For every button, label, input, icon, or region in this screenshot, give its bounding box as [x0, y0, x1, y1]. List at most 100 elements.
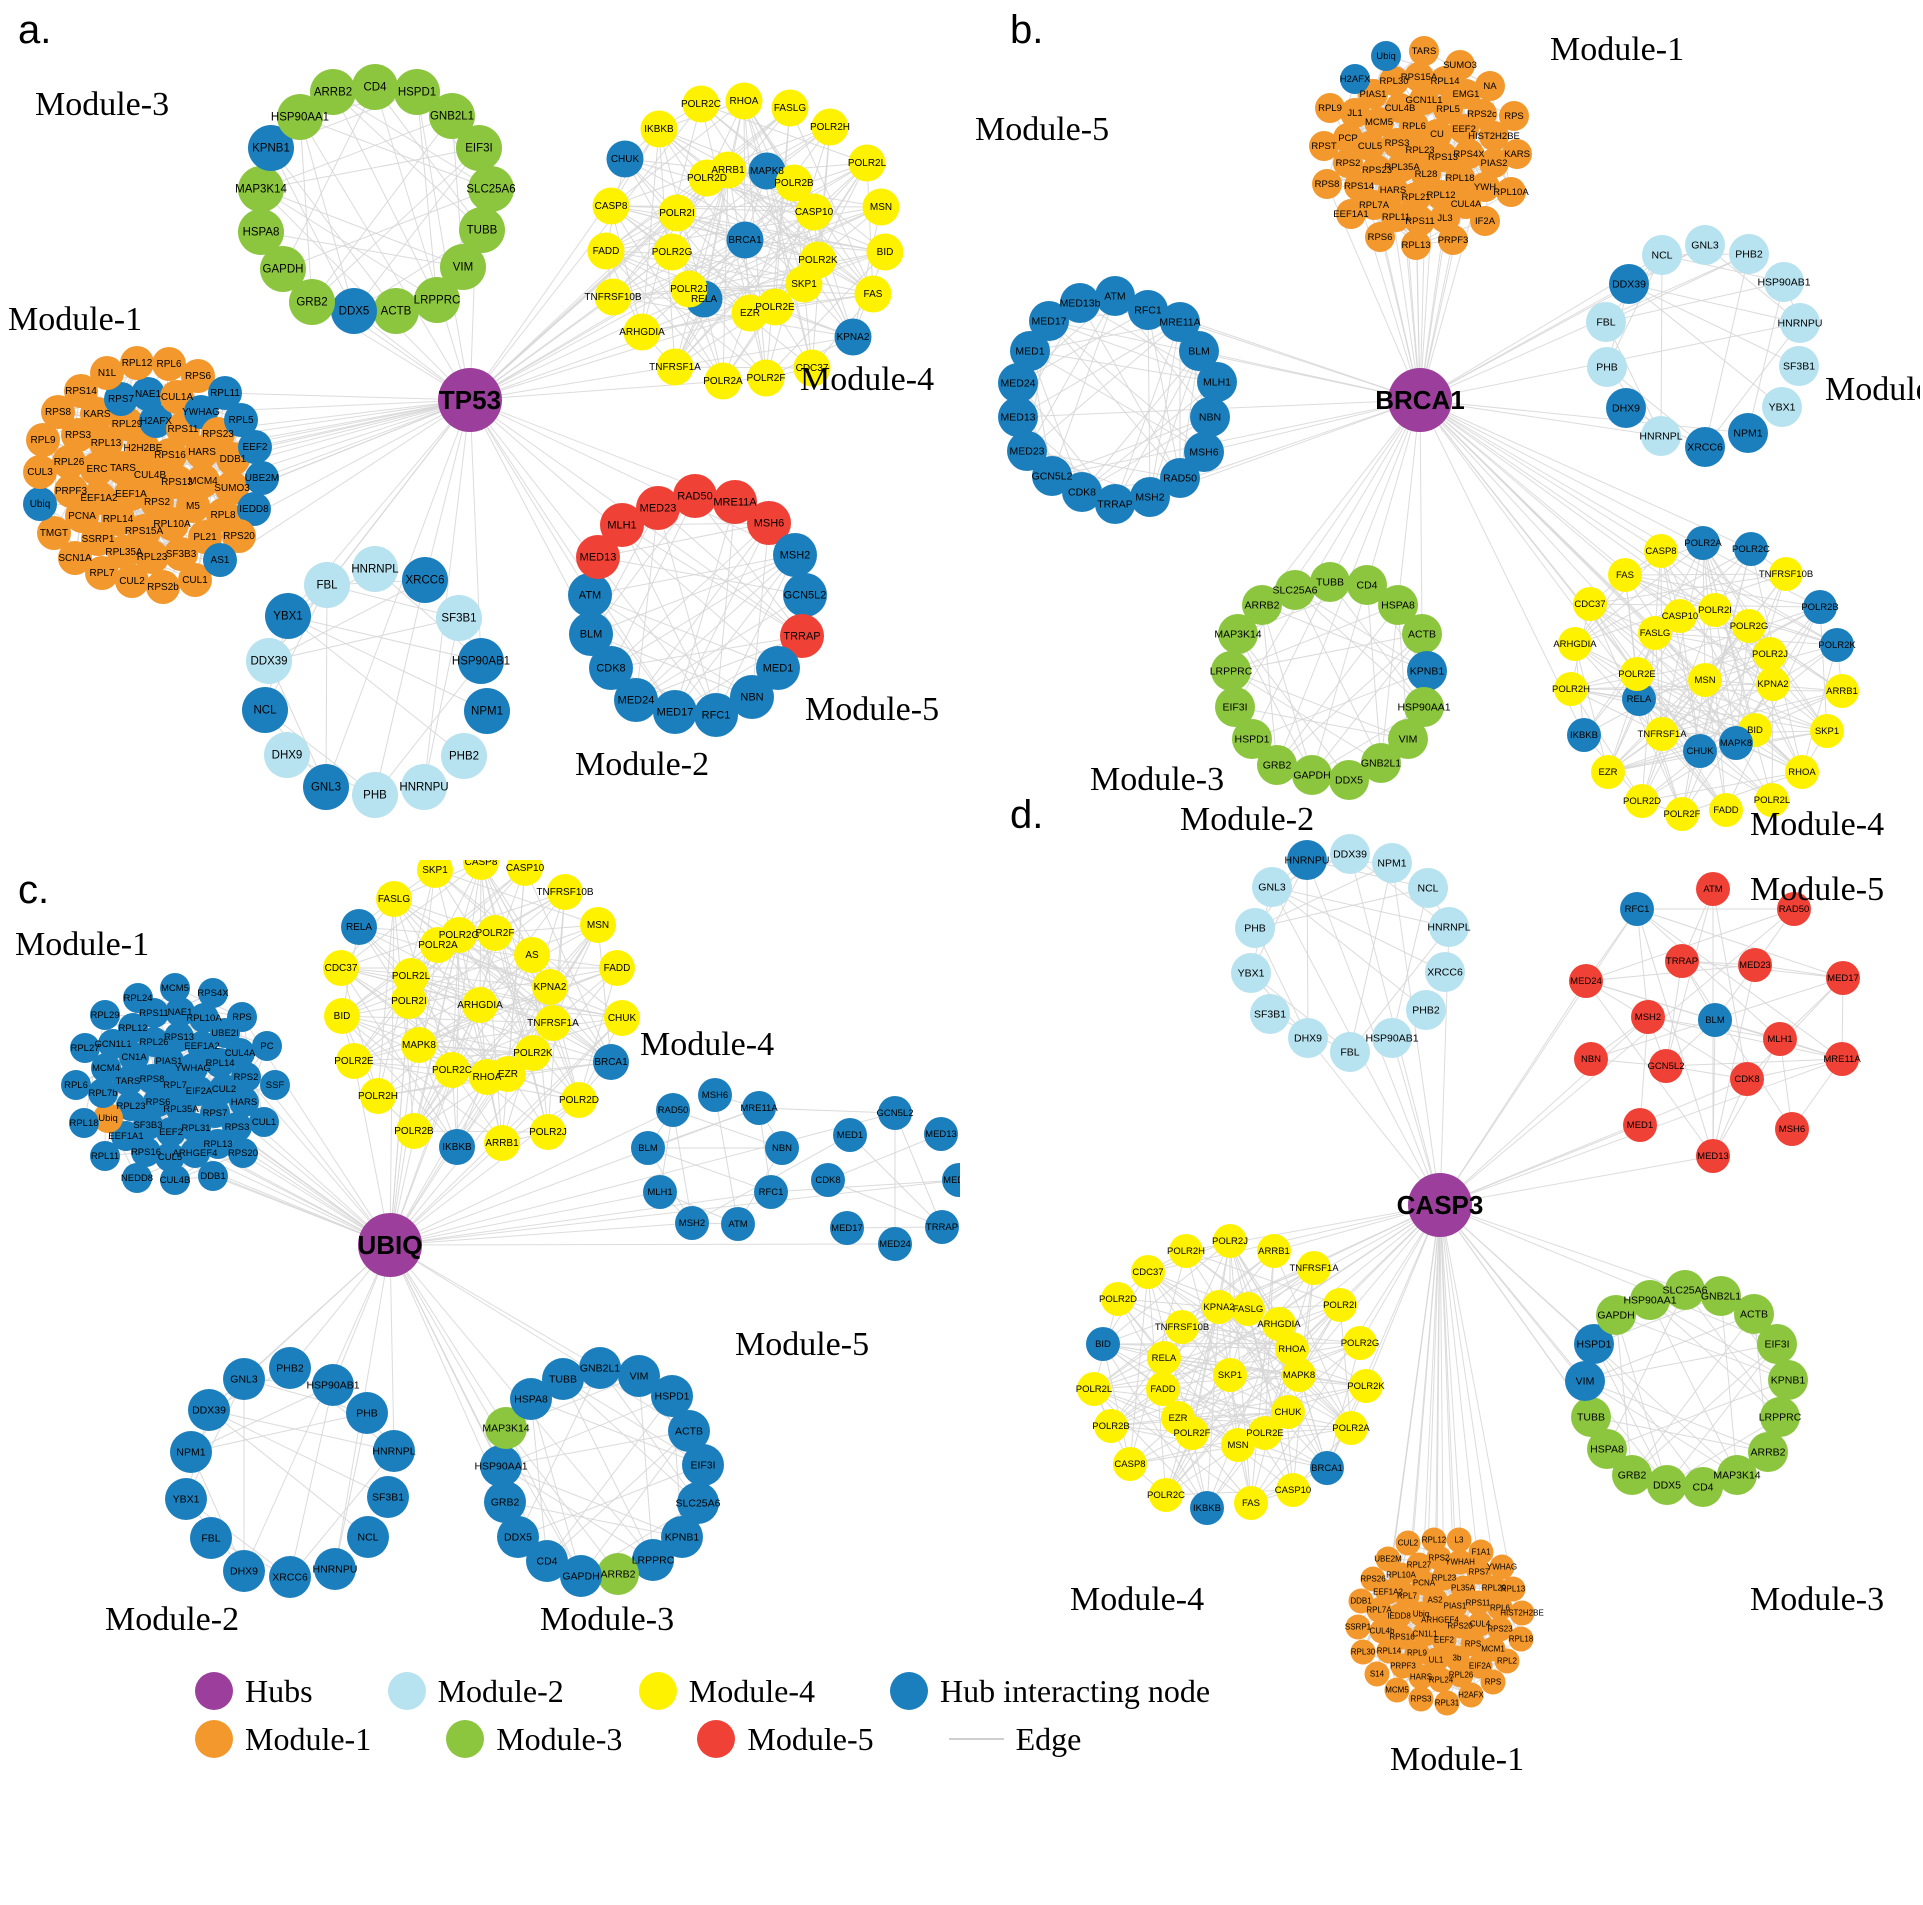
- svg-text:RPL9: RPL9: [30, 435, 55, 446]
- svg-text:POLR2J: POLR2J: [1212, 1236, 1248, 1247]
- svg-text:POLR2K: POLR2K: [513, 1048, 553, 1059]
- svg-text:SKP1: SKP1: [791, 279, 817, 290]
- svg-text:HSPD1: HSPD1: [1234, 733, 1269, 745]
- svg-text:GNL3: GNL3: [311, 782, 341, 794]
- svg-text:RPL13: RPL13: [1401, 240, 1430, 251]
- svg-text:RELA: RELA: [346, 922, 372, 933]
- svg-text:LRPPRC: LRPPRC: [1210, 665, 1253, 677]
- svg-text:GCN5L2: GCN5L2: [784, 590, 827, 602]
- svg-text:MSH2: MSH2: [780, 550, 811, 562]
- svg-text:PHB: PHB: [363, 790, 387, 802]
- svg-text:RAD50: RAD50: [677, 491, 712, 503]
- svg-text:3b: 3b: [1453, 1654, 1462, 1663]
- svg-text:RPS8: RPS8: [45, 407, 72, 418]
- svg-text:CUL3: CUL3: [27, 467, 53, 478]
- svg-text:EEF2: EEF2: [159, 1127, 183, 1138]
- svg-text:RHOA: RHOA: [1278, 1344, 1306, 1355]
- svg-text:MED13: MED13: [580, 552, 617, 564]
- svg-text:RPS15A: RPS15A: [125, 526, 164, 537]
- svg-text:DHX9: DHX9: [230, 1565, 258, 1577]
- svg-text:SUMO3: SUMO3: [1443, 60, 1477, 71]
- svg-text:CASP10: CASP10: [1662, 611, 1698, 622]
- svg-text:DDX5: DDX5: [1653, 1479, 1681, 1491]
- svg-text:PL35A: PL35A: [1451, 1584, 1476, 1593]
- svg-text:MED24: MED24: [1000, 377, 1035, 389]
- svg-text:CUL4b: CUL4b: [1370, 1627, 1395, 1636]
- svg-text:RPL18: RPL18: [69, 1118, 98, 1129]
- svg-text:BID: BID: [877, 247, 894, 258]
- svg-text:CDK8: CDK8: [1068, 486, 1096, 498]
- svg-text:TNFRSF1A: TNFRSF1A: [1289, 1263, 1339, 1274]
- svg-text:IKBKB: IKBKB: [1193, 1503, 1221, 1514]
- svg-text:RPL29: RPL29: [112, 419, 143, 430]
- svg-text:TRRAP: TRRAP: [1666, 956, 1698, 967]
- svg-text:H2AFX: H2AFX: [1458, 1691, 1484, 1700]
- svg-text:ATM: ATM: [1104, 290, 1125, 302]
- svg-text:NAE1: NAE1: [135, 389, 162, 400]
- svg-text:RPL10A: RPL10A: [1493, 187, 1529, 198]
- svg-text:ATM: ATM: [728, 1219, 747, 1230]
- svg-text:POLR2I: POLR2I: [659, 208, 695, 219]
- svg-text:RELA: RELA: [1152, 1353, 1177, 1364]
- svg-text:ACTB: ACTB: [381, 306, 412, 318]
- svg-text:SF3B1: SF3B1: [1254, 1008, 1286, 1020]
- svg-text:POLR2I: POLR2I: [1323, 1300, 1357, 1311]
- svg-text:FASLG: FASLG: [378, 894, 410, 905]
- svg-text:YBX1: YBX1: [173, 1493, 200, 1505]
- svg-text:HSP90AA1: HSP90AA1: [1623, 1294, 1676, 1306]
- svg-text:EEF1A1: EEF1A1: [108, 1131, 143, 1142]
- svg-text:POLR2I: POLR2I: [391, 996, 427, 1007]
- svg-text:TNFRSF1A: TNFRSF1A: [649, 362, 701, 373]
- svg-text:KPNB1: KPNB1: [665, 1531, 700, 1543]
- svg-text:POLR2K: POLR2K: [1818, 640, 1856, 651]
- svg-text:POLR2B: POLR2B: [1801, 602, 1839, 613]
- svg-text:CUL5: CUL5: [158, 1152, 182, 1163]
- svg-text:CDK8: CDK8: [815, 1175, 840, 1186]
- svg-text:HSP90AA1: HSP90AA1: [271, 112, 329, 124]
- svg-text:CASP8: CASP8: [465, 860, 498, 868]
- svg-text:EEF1A1: EEF1A1: [1333, 209, 1368, 220]
- svg-text:SLC25A6: SLC25A6: [676, 1497, 721, 1509]
- svg-text:HARS: HARS: [1380, 185, 1406, 196]
- svg-text:POLR2G: POLR2G: [1730, 621, 1769, 632]
- svg-text:POLR2C: POLR2C: [1147, 1490, 1185, 1501]
- svg-text:RPL35A: RPL35A: [105, 547, 143, 558]
- svg-text:RELA: RELA: [691, 294, 717, 305]
- svg-text:PIAS1: PIAS1: [1360, 89, 1387, 100]
- svg-text:ERC: ERC: [86, 464, 107, 475]
- svg-text:TUBB: TUBB: [1316, 576, 1344, 588]
- svg-text:PRPF3: PRPF3: [1390, 1662, 1416, 1671]
- svg-text:CD4: CD4: [363, 82, 387, 94]
- svg-text:TUBB: TUBB: [467, 225, 498, 237]
- svg-text:RPL31: RPL31: [181, 1123, 210, 1134]
- svg-text:MCM5: MCM5: [161, 983, 189, 994]
- svg-text:ACTB: ACTB: [675, 1425, 703, 1437]
- svg-text:NPM1: NPM1: [176, 1446, 205, 1458]
- svg-text:MED17: MED17: [657, 707, 694, 719]
- svg-text:UBIQ: UBIQ: [358, 1230, 423, 1260]
- svg-text:RAD50: RAD50: [658, 1105, 689, 1116]
- svg-text:POLR2E: POLR2E: [1246, 1428, 1284, 1439]
- svg-text:KARS: KARS: [1504, 149, 1530, 160]
- svg-text:MLH1: MLH1: [1767, 1034, 1792, 1045]
- svg-text:HNRNPU: HNRNPU: [1778, 317, 1823, 329]
- svg-text:ARRB2: ARRB2: [1244, 599, 1279, 611]
- svg-text:CUL4A: CUL4A: [225, 1048, 256, 1059]
- svg-text:ARRB2: ARRB2: [1750, 1446, 1785, 1458]
- svg-text:RPL11: RPL11: [1382, 212, 1410, 223]
- svg-text:POLR2C: POLR2C: [432, 1065, 472, 1076]
- svg-text:RPL18: RPL18: [1509, 1635, 1534, 1644]
- svg-text:NA: NA: [1483, 81, 1497, 92]
- svg-text:YBX1: YBX1: [1769, 401, 1796, 413]
- svg-text:RPS2: RPS2: [234, 1072, 259, 1083]
- svg-text:ARRB1: ARRB1: [485, 1138, 519, 1149]
- svg-text:CD4: CD4: [1356, 579, 1377, 591]
- svg-text:Module-2: Module-2: [1180, 801, 1314, 838]
- svg-text:RPL12: RPL12: [122, 358, 153, 369]
- svg-text:FBL: FBL: [1340, 1046, 1359, 1058]
- svg-text:FADD: FADD: [1150, 1384, 1175, 1395]
- svg-text:MCM5: MCM5: [1385, 1686, 1409, 1695]
- svg-text:TRRAP: TRRAP: [783, 631, 820, 643]
- svg-text:RPL14: RPL14: [1430, 76, 1459, 87]
- svg-text:PC: PC: [260, 1041, 273, 1052]
